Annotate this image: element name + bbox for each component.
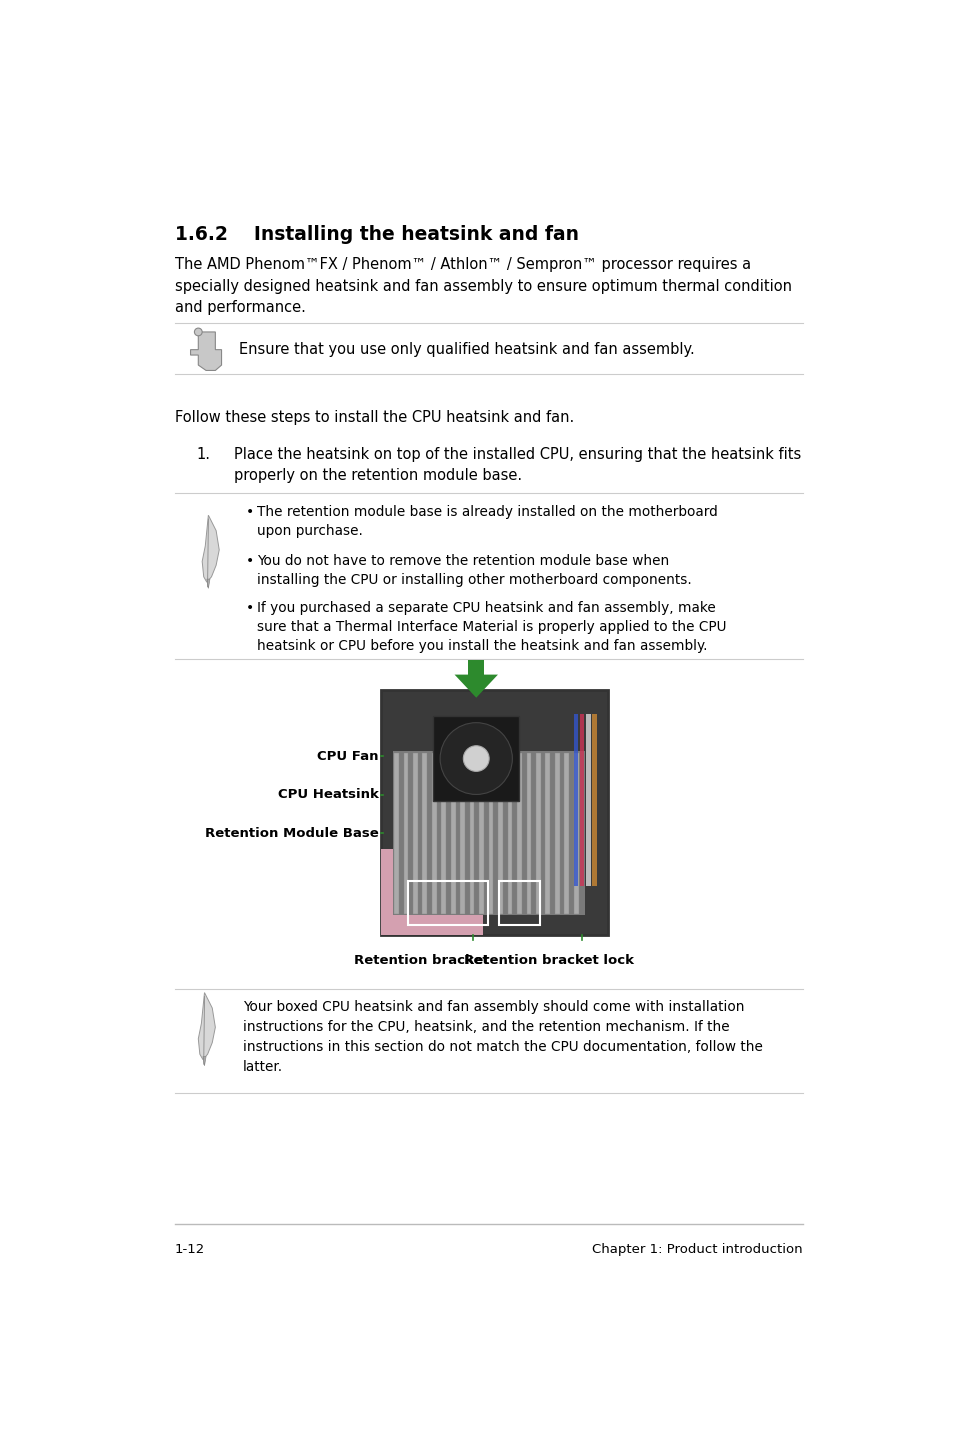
Polygon shape: [203, 1057, 206, 1066]
Bar: [526, 752, 531, 913]
Bar: [413, 752, 417, 913]
Bar: [422, 752, 427, 913]
Bar: [469, 752, 474, 913]
Bar: [507, 752, 512, 913]
Bar: [394, 752, 398, 913]
Text: CPU Heatsink: CPU Heatsink: [277, 788, 378, 801]
Polygon shape: [454, 674, 497, 697]
Text: Place the heatsink on top of the installed CPU, ensuring that the heatsink fits
: Place the heatsink on top of the install…: [233, 447, 801, 483]
Bar: [468, 673, 483, 683]
Text: 1.6.2    Installing the heatsink and fan: 1.6.2 Installing the heatsink and fan: [174, 224, 578, 244]
Bar: [488, 752, 493, 913]
Bar: [545, 752, 550, 913]
Bar: [459, 752, 464, 913]
Bar: [478, 752, 483, 913]
Bar: [585, 715, 590, 886]
Bar: [381, 690, 607, 935]
Bar: [451, 752, 456, 913]
Bar: [441, 752, 446, 913]
Polygon shape: [198, 992, 215, 1060]
Bar: [468, 661, 483, 673]
Text: Chapter 1: Product introduction: Chapter 1: Product introduction: [592, 1242, 802, 1255]
Circle shape: [194, 328, 202, 336]
Text: Retention bracket: Retention bracket: [354, 953, 488, 968]
Bar: [381, 850, 482, 935]
Text: 1-12: 1-12: [174, 1242, 205, 1255]
Bar: [432, 752, 436, 913]
Circle shape: [463, 746, 489, 771]
Text: •: •: [245, 601, 253, 614]
Text: •: •: [245, 555, 253, 568]
Text: Retention Module Base: Retention Module Base: [205, 827, 378, 840]
Text: Ensure that you use only qualified heatsink and fan assembly.: Ensure that you use only qualified heats…: [239, 342, 695, 357]
Text: Follow these steps to install the CPU heatsink and fan.: Follow these steps to install the CPU he…: [174, 410, 574, 424]
Bar: [408, 881, 487, 925]
Text: If you purchased a separate CPU heatsink and fan assembly, make
sure that a Ther: If you purchased a separate CPU heatsink…: [257, 601, 726, 653]
Polygon shape: [207, 580, 210, 588]
Text: You do not have to remove the retention module base when
installing the CPU or i: You do not have to remove the retention …: [257, 555, 691, 588]
Text: 1.: 1.: [196, 447, 211, 462]
Text: •: •: [245, 505, 253, 519]
Text: Retention bracket lock: Retention bracket lock: [464, 953, 634, 968]
Polygon shape: [202, 515, 219, 582]
Bar: [555, 752, 559, 913]
Bar: [497, 752, 502, 913]
Bar: [579, 715, 584, 886]
Bar: [574, 752, 578, 913]
Bar: [592, 715, 597, 886]
Polygon shape: [191, 332, 221, 371]
Bar: [536, 752, 540, 913]
Bar: [392, 751, 584, 915]
Circle shape: [439, 723, 512, 794]
Bar: [517, 752, 521, 913]
Text: The AMD Phenom™FX / Phenom™ / Athlon™ / Sempron™ processor requires a
specially : The AMD Phenom™FX / Phenom™ / Athlon™ / …: [174, 257, 791, 315]
Text: CPU Fan: CPU Fan: [317, 749, 378, 762]
Text: The retention module base is already installed on the motherboard
upon purchase.: The retention module base is already ins…: [257, 505, 718, 538]
Text: Your boxed CPU heatsink and fan assembly should come with installation
instructi: Your boxed CPU heatsink and fan assembly…: [243, 1001, 762, 1074]
Bar: [564, 752, 569, 913]
Bar: [573, 715, 578, 886]
Bar: [468, 660, 483, 674]
Bar: [433, 716, 518, 801]
Bar: [498, 881, 539, 925]
Bar: [403, 752, 408, 913]
